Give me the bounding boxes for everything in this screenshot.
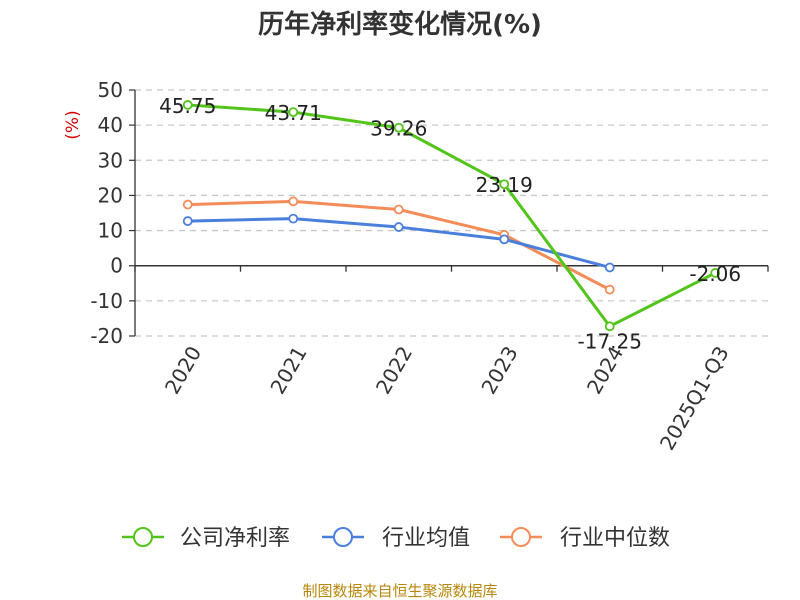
series-lines (182, 100, 721, 332)
data-label: -17.25 (578, 329, 642, 353)
data-point (393, 122, 404, 133)
legend-marker (133, 527, 153, 547)
y-tick-label: -20 (90, 324, 123, 348)
data-point (604, 321, 615, 332)
series-line (187, 199, 611, 291)
series-line (187, 103, 716, 328)
y-tick-label: 0 (110, 254, 123, 278)
x-category-label: 2021 (265, 342, 311, 398)
data-point (710, 268, 721, 278)
y-tick-label: 30 (98, 148, 123, 172)
source-note: 制图数据来自恒生聚源数据库 (302, 582, 497, 600)
legend-label: 行业均值 (382, 526, 470, 551)
x-category-label: 2022 (371, 342, 417, 398)
data-point (393, 222, 404, 232)
y-tick-label: 50 (98, 78, 123, 102)
y-tick-label: 40 (98, 113, 123, 137)
data-point (604, 284, 615, 295)
legend[interactable]: 公司净利率 行业均值 行业中位数 (122, 526, 670, 551)
legend-marker (333, 527, 353, 547)
data-point (393, 204, 404, 215)
y-tick-label: 10 (98, 219, 123, 243)
data-point (604, 262, 615, 273)
data-point (182, 199, 193, 210)
x-category-label: 2020 (160, 342, 206, 398)
data-point (499, 179, 510, 190)
y-tick-label: 20 (98, 183, 123, 207)
data-label: 43.71 (265, 101, 322, 125)
legend-label: 公司净利率 (180, 526, 290, 551)
legend-marker (511, 527, 531, 547)
chart-title: 历年净利率变化情况(%) (258, 9, 542, 40)
data-label: 45.75 (159, 94, 216, 118)
data-point (288, 213, 299, 224)
data-point (499, 234, 510, 245)
data-label: -2.06 (689, 262, 741, 286)
legend-label: 行业中位数 (560, 526, 670, 551)
data-point (288, 107, 299, 118)
data-point (288, 196, 299, 207)
data-point (182, 216, 193, 226)
data-label: 23.19 (476, 173, 533, 197)
y-tick-label: -10 (90, 289, 123, 313)
x-category-label: 2025Q1-Q3 (655, 342, 734, 454)
data-label: 39.26 (370, 117, 427, 141)
data-labels: 45.75 43.71 39.26 23.19 -17.25 -2.06 (159, 94, 741, 353)
x-category-label: 2023 (476, 342, 522, 398)
grid-lines (135, 89, 768, 337)
y-axis-label: (%) (63, 110, 83, 139)
data-point (182, 100, 193, 110)
